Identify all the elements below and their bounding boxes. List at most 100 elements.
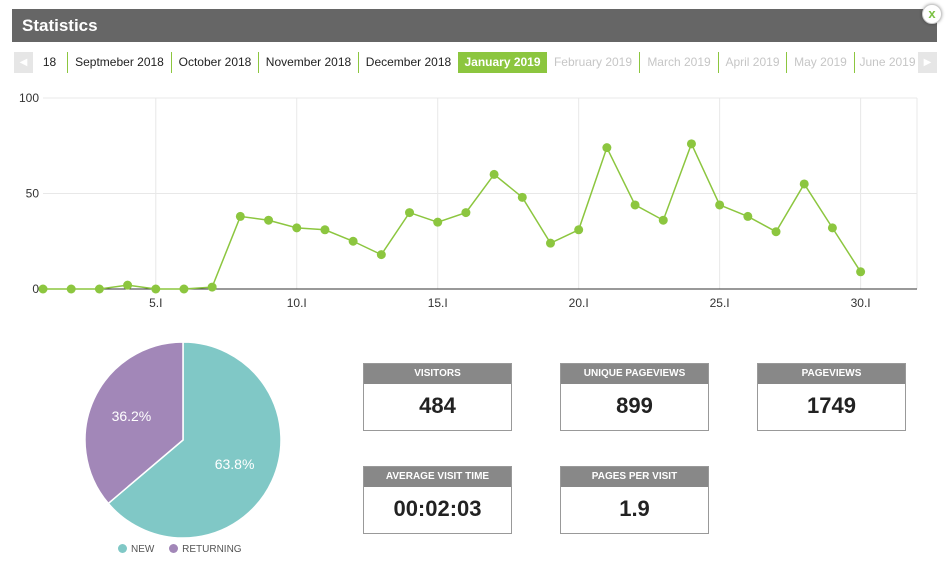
tabs-next-button[interactable]: ▶ [918, 52, 937, 73]
close-button[interactable]: x [922, 4, 942, 24]
tab-label: February 2019 [553, 55, 633, 69]
data-point [489, 169, 499, 179]
statistics-header: Statistics [12, 9, 937, 42]
month-tab-track: 18 Septmeber 2018 October 2018 November … [33, 52, 918, 73]
data-point [630, 200, 640, 210]
stat-pageviews: PAGEVIEWS 1749 [757, 363, 906, 431]
data-point [461, 208, 471, 218]
legend-item-new[interactable]: NEW [118, 544, 157, 555]
x-tick-label: 15.I [428, 296, 448, 310]
x-tick-label: 5.I [149, 296, 162, 310]
stat-average-visit-time: AVERAGE VISIT TIME 00:02:03 [363, 466, 512, 534]
data-point [771, 227, 781, 237]
pie-slice-returning [84, 341, 184, 505]
tab-label: January 2019 [464, 55, 541, 69]
data-point [743, 211, 753, 221]
data-point [66, 284, 76, 294]
stat-label: VISITORS [364, 364, 511, 384]
tab-month-0[interactable]: 18 [33, 52, 67, 73]
stat-value: 899 [616, 393, 653, 418]
pie-slice-label: 63.8% [215, 456, 255, 472]
tab-label: December 2018 [365, 55, 452, 69]
tabs-prev-button[interactable]: ◀ [14, 52, 33, 73]
tab-month-8[interactable]: April 2019 [718, 52, 786, 73]
stat-value: 00:02:03 [393, 496, 482, 521]
legend-label-returning: RETURNING [182, 544, 242, 555]
x-tick-label: 10.I [287, 296, 307, 310]
data-point [292, 223, 302, 233]
data-point [123, 280, 133, 290]
page-title: Statistics [22, 16, 98, 35]
data-point [235, 211, 245, 221]
data-point [38, 284, 48, 294]
tab-month-1[interactable]: Septmeber 2018 [67, 52, 171, 73]
pie-slice-label: 36.2% [112, 408, 152, 424]
data-point [94, 284, 104, 294]
stat-value: 1.9 [619, 496, 650, 521]
x-tick-label: 30.I [851, 296, 871, 310]
stat-label: PAGEVIEWS [758, 364, 905, 384]
visitor-type-pie-chart: 63.8% 36.2% [84, 341, 282, 538]
y-tick-label: 0 [32, 282, 39, 296]
data-point [545, 238, 555, 248]
data-point [264, 215, 274, 225]
tab-label: Septmeber 2018 [75, 55, 164, 69]
tab-label: October 2018 [178, 55, 252, 69]
tab-label: March 2019 [647, 55, 711, 69]
x-tick-label: 20.I [569, 296, 589, 310]
data-point [405, 208, 415, 218]
data-point [799, 179, 809, 189]
triangle-right-icon: ▶ [923, 57, 932, 68]
data-point [602, 143, 612, 153]
pie-slice-new [107, 341, 282, 538]
pie-legend: NEW RETURNING [118, 544, 254, 555]
tab-month-4[interactable]: December 2018 [358, 52, 458, 73]
y-tick-label: 100 [19, 91, 39, 105]
month-tabs: ◀ 18 Septmeber 2018 October 2018 Novembe… [14, 52, 937, 73]
stat-value: 1749 [807, 393, 856, 418]
x-tick-label: 25.I [710, 296, 730, 310]
data-point [574, 225, 584, 235]
data-point [715, 200, 725, 210]
legend-dot-returning [169, 544, 179, 553]
data-point [658, 215, 668, 225]
close-icon: x [928, 6, 936, 21]
tab-month-6[interactable]: February 2019 [546, 52, 639, 73]
tab-month-10[interactable]: June 2019 [854, 52, 918, 73]
stat-visitors: VISITORS 484 [363, 363, 512, 431]
triangle-left-icon: ◀ [19, 57, 28, 68]
data-point [856, 267, 866, 277]
tab-month-9[interactable]: May 2019 [786, 52, 854, 73]
tab-label: April 2019 [725, 55, 780, 69]
data-point [686, 139, 696, 149]
stat-label: UNIQUE PAGEVIEWS [561, 364, 708, 384]
data-point [433, 217, 443, 227]
stat-label: AVERAGE VISIT TIME [364, 467, 511, 487]
tab-month-2[interactable]: October 2018 [171, 52, 258, 73]
data-point [179, 284, 189, 294]
data-point [151, 284, 161, 294]
stat-value: 484 [419, 393, 456, 418]
y-tick-label: 50 [26, 187, 40, 201]
data-point [376, 250, 386, 260]
data-point [207, 282, 217, 292]
daily-visits-line-chart: 0 50 100 5.I 10.I 15.I 20.I 25.I 30.I [19, 91, 918, 310]
tab-label: May 2019 [794, 55, 847, 69]
tab-label: November 2018 [265, 55, 352, 69]
data-point [348, 236, 358, 246]
legend-dot-new [118, 544, 127, 553]
legend-item-returning[interactable]: RETURNING [169, 544, 242, 555]
stat-unique-pageviews: UNIQUE PAGEVIEWS 899 [560, 363, 709, 431]
tab-month-5[interactable]: January 2019 [458, 52, 546, 73]
stat-pages-per-visit: PAGES PER VISIT 1.9 [560, 466, 709, 534]
stat-label: PAGES PER VISIT [561, 467, 708, 487]
tab-label: 18 [42, 55, 57, 69]
data-point [827, 223, 837, 233]
data-point [320, 225, 330, 235]
tab-month-7[interactable]: March 2019 [639, 52, 718, 73]
legend-label-new: NEW [131, 544, 155, 555]
tab-month-3[interactable]: November 2018 [258, 52, 358, 73]
tab-label: June 2019 [859, 55, 916, 69]
data-point [517, 192, 527, 202]
series-line [43, 141, 862, 290]
